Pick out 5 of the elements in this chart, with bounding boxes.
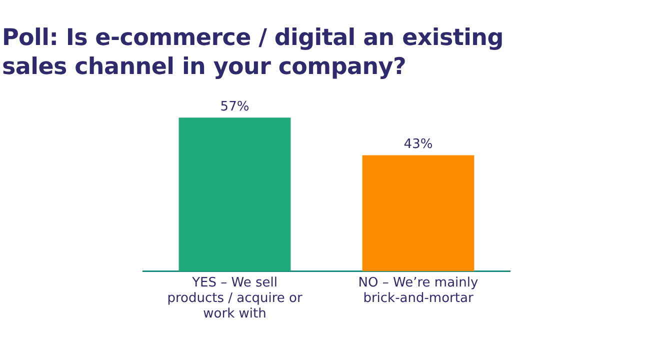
data-label: 57% — [220, 99, 250, 114]
x-tick-label: YES – We sell products / acquire or work with — [167, 275, 303, 322]
data-label: 43% — [404, 137, 433, 152]
x-tick-label: NO – We’re mainly brick-and-mortar — [358, 275, 479, 306]
chart-title: Poll: Is e-commerce / digital an existing sales channel in your company? — [2, 24, 504, 82]
